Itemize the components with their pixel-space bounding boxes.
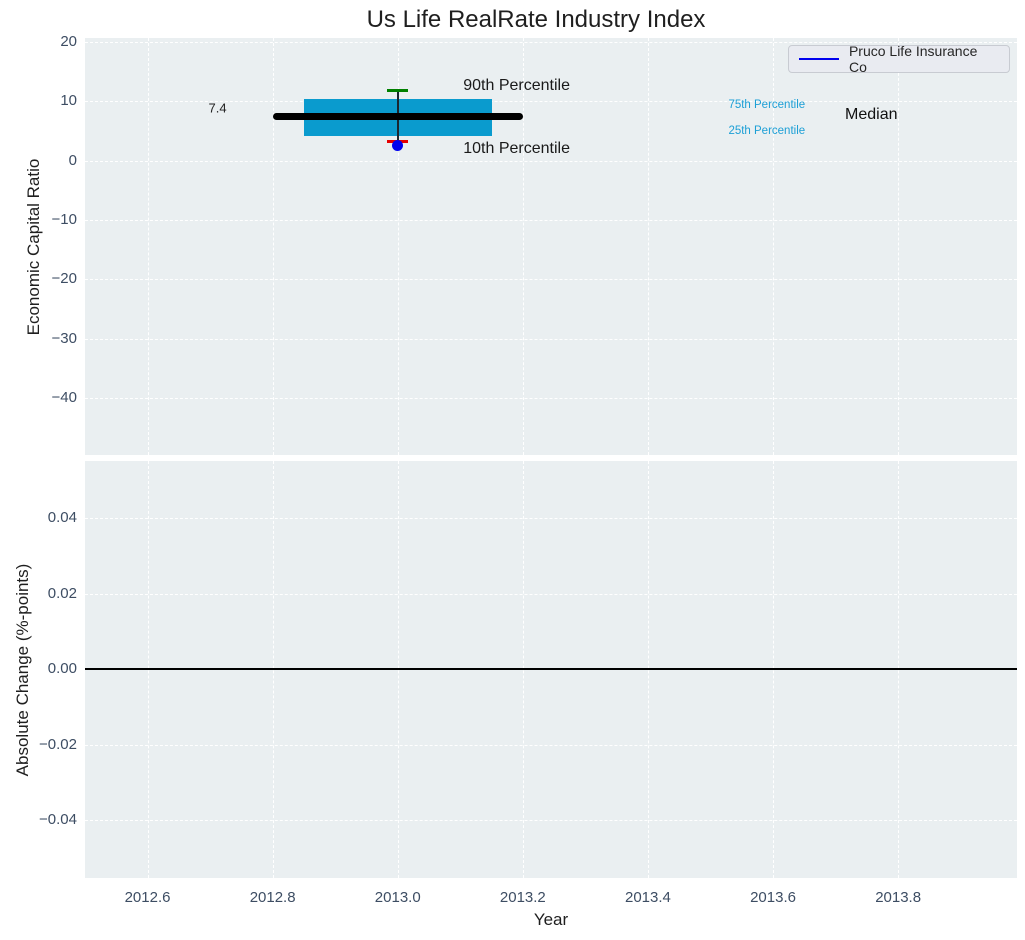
legend: Pruco Life Insurance Co <box>788 43 1010 75</box>
y-tick-label: 10 <box>60 92 77 110</box>
bottom-plot-area <box>85 461 1017 878</box>
gridline-vertical <box>647 38 649 455</box>
y-tick-label: 0.02 <box>47 584 77 602</box>
y-tick-label: 0 <box>68 151 77 169</box>
legend-label: Pruco Life Insurance Co <box>848 43 978 75</box>
y-tick-label: 0.00 <box>47 660 77 678</box>
y-tick-label: −0.04 <box>39 811 77 829</box>
p90-cap <box>387 89 409 93</box>
company-point <box>392 139 404 151</box>
gridline-vertical <box>397 38 399 455</box>
x-tick-label: 2013.2 <box>499 889 546 906</box>
top-y-axis-label: Economic Capital Ratio <box>24 158 43 336</box>
annotation: 7.4 <box>208 100 227 116</box>
gridline-vertical <box>522 38 524 455</box>
legend-line-sample <box>799 58 839 60</box>
gridline-horizontal <box>85 744 1017 746</box>
y-tick-label: −20 <box>51 270 77 288</box>
x-tick-label: 2012.8 <box>249 889 296 906</box>
gridline-vertical <box>773 38 775 455</box>
gridline-horizontal <box>85 820 1017 822</box>
median-line <box>272 113 523 121</box>
y-tick-label: −30 <box>51 329 77 347</box>
x-tick-label: 2013.0 <box>374 889 421 906</box>
y-tick-label: 0.04 <box>47 509 77 527</box>
chart-title: Us Life RealRate Industry Index <box>366 6 706 33</box>
gridline-horizontal <box>85 160 1017 162</box>
y-tick-label: 20 <box>60 33 77 51</box>
y-tick-label: −0.02 <box>39 735 77 753</box>
gridline-horizontal <box>85 101 1017 103</box>
gridline-horizontal <box>85 518 1017 520</box>
gridline-horizontal <box>85 398 1017 400</box>
gridline-horizontal <box>85 593 1017 595</box>
gridline-horizontal <box>85 42 1017 44</box>
gridline-horizontal <box>85 279 1017 281</box>
gridline-vertical <box>898 38 900 455</box>
annotation: 25th Percentile <box>728 125 806 138</box>
annotation: 10th Percentile <box>463 140 570 158</box>
gridline-horizontal <box>85 338 1017 340</box>
x-tick-label: 2013.6 <box>750 889 796 906</box>
top-plot-area: 90th Percentile 10th Percentile 75th Perce… <box>85 38 1017 455</box>
gridline-horizontal <box>85 220 1017 222</box>
annotation: Median <box>845 106 898 124</box>
x-tick-label: 2013.4 <box>624 889 671 906</box>
gridline-vertical <box>147 38 149 455</box>
x-axis-label: Year <box>533 910 569 929</box>
y-tick-label: −40 <box>51 389 77 407</box>
x-tick-label: 2013.8 <box>875 889 922 906</box>
y-tick-label: −10 <box>51 211 77 229</box>
zero-line <box>85 668 1017 671</box>
gridline-vertical <box>272 38 274 455</box>
annotation: 75th Percentile <box>728 99 806 112</box>
x-tick-label: 2012.6 <box>124 889 171 906</box>
annotation: 90th Percentile <box>463 77 570 95</box>
